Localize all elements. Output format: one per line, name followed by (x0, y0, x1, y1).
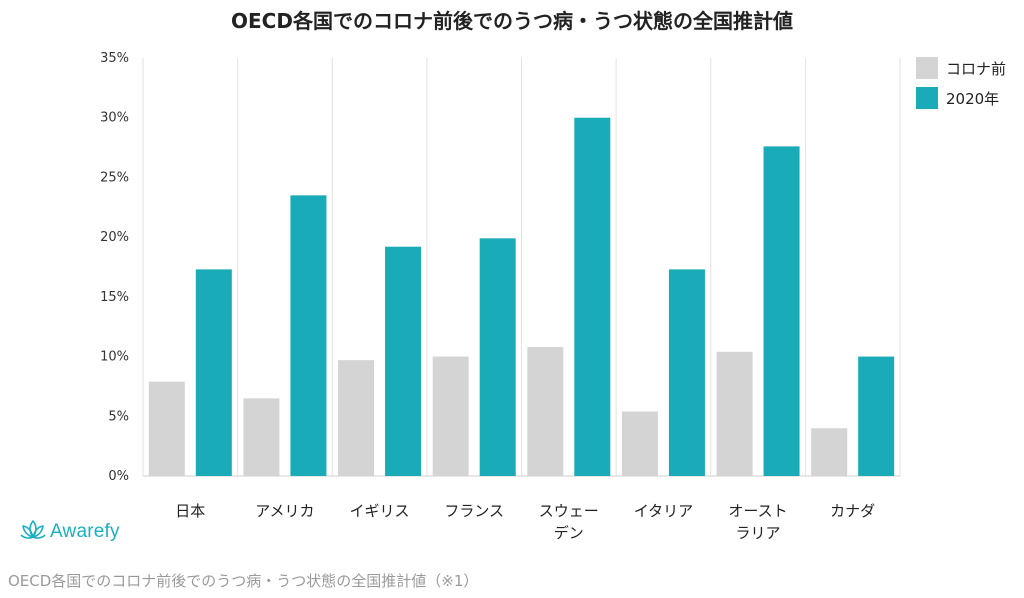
category-label-line: フランス (444, 502, 504, 520)
brand-name: Awarefy (50, 521, 120, 542)
category-label-line: イタリア (634, 502, 693, 520)
category-label: フランス (444, 502, 504, 520)
figure-caption: OECD各国でのコロナ前後でのうつ病・うつ状態の全国推計値（※1） (8, 572, 479, 590)
category-label: カナダ (830, 502, 875, 520)
category-label-line: アメリカ (255, 502, 314, 520)
legend-label: 2020年 (946, 90, 999, 108)
legend-swatch (916, 87, 938, 109)
bar (763, 146, 800, 476)
y-tick-label: 15% (100, 290, 129, 305)
category-label-line: ラリア (736, 524, 781, 542)
bar (338, 360, 375, 476)
bar (432, 356, 469, 476)
y-tick-label: 20% (100, 230, 129, 245)
category-label-line: イギリス (350, 502, 410, 520)
chart: OECD各国でのコロナ前後でのうつ病・うつ状態の全国推計値 0% 5% 10% 15%… (100, 9, 1006, 542)
category-label-line: カナダ (830, 502, 875, 520)
y-tick-label: 30% (100, 111, 129, 126)
bar (290, 195, 327, 477)
category-label: アメリカ (255, 502, 314, 520)
bar (195, 269, 232, 476)
y-tick-label: 10% (100, 350, 129, 365)
category-label-line: 日本 (175, 502, 205, 520)
bar (527, 347, 564, 476)
legend: コロナ前 2020年 (916, 57, 1006, 109)
grid (142, 58, 901, 476)
category-label: イタリア (634, 502, 693, 520)
bar (858, 356, 895, 476)
brand-logo: Awarefy (20, 518, 120, 546)
bar (668, 269, 705, 476)
lotus-icon (20, 518, 46, 546)
y-tick-label: 35% (100, 51, 129, 66)
category-label: 日本 (175, 502, 205, 520)
legend-label: コロナ前 (946, 60, 1006, 78)
legend-swatch (916, 57, 938, 79)
y-tick-label: 25% (100, 170, 129, 185)
chart-title: OECD各国でのコロナ前後でのうつ病・うつ状態の全国推計値 (231, 9, 793, 33)
x-axis: 日本 アメリカ イギリス フランス スウェーデン イタリア オーストラリア カナダ (175, 502, 875, 542)
y-tick-label: 5% (108, 409, 129, 424)
bar (148, 381, 185, 476)
category-label-line: オースト (728, 502, 787, 520)
bar (574, 117, 611, 476)
bar (479, 238, 516, 476)
bar (621, 411, 658, 476)
category-label-line: スウェー (539, 502, 599, 520)
bar (243, 398, 280, 476)
category-label: イギリス (350, 502, 410, 520)
category-label: オーストラリア (728, 502, 787, 542)
bar (385, 246, 422, 476)
y-tick-label: 0% (108, 469, 129, 484)
bars (148, 117, 895, 477)
bar (716, 351, 753, 476)
category-label-line: デン (554, 524, 584, 542)
category-label: スウェーデン (539, 502, 599, 542)
bar (811, 428, 848, 476)
